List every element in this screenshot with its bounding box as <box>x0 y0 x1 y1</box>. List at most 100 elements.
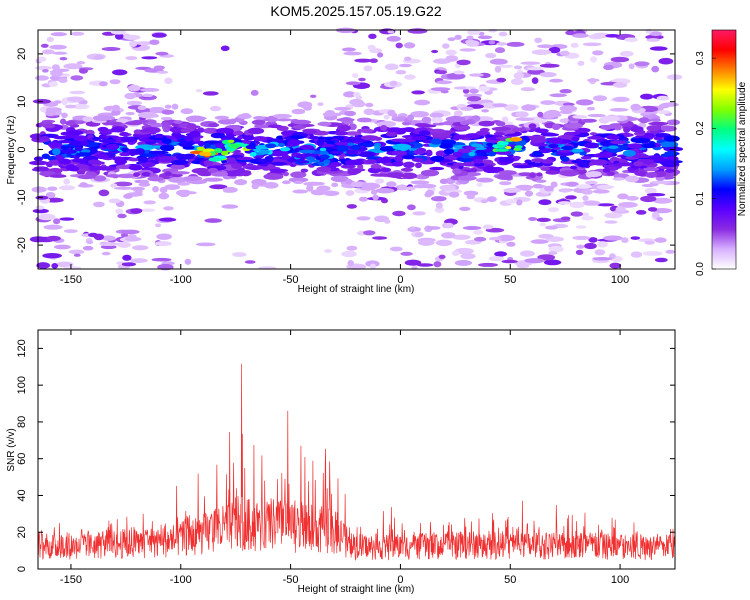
spectrogram-cell <box>143 200 156 205</box>
spectrogram-cell <box>621 237 629 244</box>
spectrogram-cell <box>80 149 91 154</box>
spectrogram-cell <box>489 237 502 241</box>
spectrogram-cell <box>72 103 90 110</box>
spectrogram-hotspot <box>497 141 509 146</box>
spectrogram-cell <box>392 210 406 217</box>
spectrogram-cell <box>651 211 660 219</box>
spectrogram-cell <box>453 86 471 90</box>
spectrogram-cell <box>435 202 443 209</box>
spectrogram-cell <box>526 67 544 71</box>
spectrogram-cell <box>506 241 516 247</box>
spectrogram-cell <box>306 184 314 192</box>
spectrogram-cell <box>445 116 466 123</box>
snr-y-tick-label: 120 <box>16 339 28 357</box>
spectrogram-x-tick-label: -50 <box>283 274 299 286</box>
spectrogram-hotspot <box>249 152 257 157</box>
spectrogram-cell <box>171 103 179 110</box>
spectrogram-cell <box>153 65 165 70</box>
spectrogram-cell <box>160 116 173 121</box>
spectrogram-cell <box>612 177 625 181</box>
spectrogram-cell <box>592 257 613 261</box>
spectrogram-cell <box>586 106 596 111</box>
snr-x-label: Height of straight line (km) <box>298 584 415 595</box>
spectrogram-cell <box>536 172 543 177</box>
spectrogram-hotspot <box>279 147 291 152</box>
spectrogram-cell <box>94 55 104 60</box>
spectrogram-cell <box>462 88 470 94</box>
colorbar-ticks: 0.0 0.1 0.2 0.3 <box>695 51 716 276</box>
spectrogram-cell <box>122 254 132 261</box>
spectrogram-cell <box>119 131 129 136</box>
spectrogram-cell <box>340 164 356 169</box>
spectrogram-cell <box>548 251 558 255</box>
spectrogram-cell <box>587 78 600 82</box>
spectrogram-cell <box>496 174 513 180</box>
spectrogram-hotspot <box>532 151 543 157</box>
spectrogram-cell <box>528 123 537 129</box>
spectrogram-cell <box>404 74 416 80</box>
spectrogram-cell <box>572 115 588 119</box>
spectrogram-cell <box>438 254 446 259</box>
spectrogram-cell <box>42 123 56 129</box>
spectrogram-cell <box>289 135 305 140</box>
spectrogram-cell <box>425 190 435 196</box>
spectrogram-cell <box>53 135 70 140</box>
spectrogram-cell <box>264 155 274 163</box>
spectrogram-cell <box>617 193 629 200</box>
spectrogram-cell <box>652 197 673 204</box>
spectrogram-cell <box>302 153 321 158</box>
spectrogram-cell <box>442 121 454 126</box>
spectrogram-cell <box>345 190 355 196</box>
spectrogram-cell <box>130 208 143 214</box>
spectrogram-cell <box>236 156 253 161</box>
spectrogram-cell <box>357 163 364 170</box>
spectrogram-cell <box>560 156 570 162</box>
spectrogram-cell <box>117 213 127 219</box>
spectrogram-cell <box>587 135 605 140</box>
spectrogram-cell <box>33 166 49 170</box>
spectrogram-hotspot <box>509 137 523 142</box>
snr-series-line <box>38 363 675 561</box>
spectrogram-hotspot <box>323 159 331 164</box>
spectrogram-cell <box>535 179 547 183</box>
spectrogram-y-tick-label: 0 <box>16 146 28 152</box>
spectrogram-cell <box>429 112 444 119</box>
spectrogram-cell <box>367 44 376 51</box>
spectrogram-cell <box>50 70 63 77</box>
spectrogram-cell <box>368 33 377 39</box>
spectrogram-cell <box>241 171 251 177</box>
spectrogram-cell <box>225 157 236 163</box>
spectrogram-cell <box>547 137 564 144</box>
spectrogram-hotspot <box>260 150 269 155</box>
spectrogram-cell <box>341 47 356 52</box>
spectrogram-cell <box>494 65 502 73</box>
spectrogram-cell <box>271 161 288 166</box>
spectrogram-cell <box>151 32 167 38</box>
spectrogram-cell <box>436 70 448 75</box>
spectrogram-cell <box>496 42 507 46</box>
spectrogram-cell <box>446 72 466 80</box>
snr-x-tick-label: -150 <box>60 574 82 586</box>
spectrogram-cell <box>577 161 590 168</box>
spectrogram-cell <box>232 252 247 257</box>
spectrogram-cell <box>555 151 575 157</box>
spectrogram-cell <box>203 160 214 166</box>
spectrogram-cell <box>544 185 554 192</box>
spectrogram-cell <box>315 156 322 160</box>
spectrogram-cell <box>343 91 357 98</box>
spectrogram-cell <box>512 127 527 132</box>
spectrogram-cell <box>531 77 539 84</box>
spectrogram-cell <box>430 138 442 145</box>
spectrogram-cell <box>332 112 342 117</box>
spectrogram-cell <box>466 35 474 41</box>
spectrogram-cell <box>609 262 622 269</box>
spectrogram-cell <box>536 217 551 222</box>
spectrogram-cell <box>110 30 127 35</box>
spectrogram-cell <box>547 207 559 213</box>
spectrogram-cell <box>180 127 195 133</box>
spectrogram-cell <box>582 195 589 201</box>
spectrogram-cell <box>551 123 561 130</box>
spectrogram-cell <box>597 241 608 248</box>
spectrogram-cell <box>479 102 499 109</box>
spectrogram-hotspot <box>208 157 222 162</box>
